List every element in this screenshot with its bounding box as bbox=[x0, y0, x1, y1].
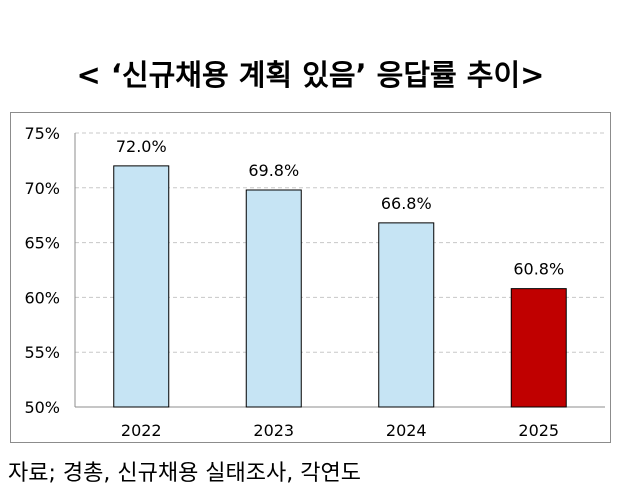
y-tick-label: 55% bbox=[24, 343, 60, 362]
x-tick-label: 2022 bbox=[121, 421, 162, 440]
y-tick-label: 70% bbox=[24, 179, 60, 198]
data-label: 69.8% bbox=[248, 161, 299, 180]
data-label: 60.8% bbox=[513, 260, 564, 279]
bar-chart: 50% 55% 60% 65% 70% 75% 72.0% 2022 69.8% 2023 66.8… bbox=[24, 124, 605, 440]
chart-title: < ‘신규채용 계획 있음’ 응답률 추이> bbox=[76, 58, 545, 92]
y-tick-label: 50% bbox=[24, 398, 60, 417]
bar-2022 bbox=[113, 165, 170, 408]
x-tick-label: 2023 bbox=[253, 421, 294, 440]
y-tick-label: 75% bbox=[24, 124, 60, 143]
chart-frame bbox=[10, 112, 611, 443]
source-note: 자료; 경총, 신규채용 실태조사, 각연도 bbox=[8, 461, 361, 486]
x-tick-label: 2024 bbox=[386, 421, 427, 440]
x-tick-label: 2025 bbox=[518, 421, 559, 440]
data-label: 66.8% bbox=[381, 194, 432, 213]
y-tick-label: 60% bbox=[24, 288, 60, 307]
data-label: 72.0% bbox=[116, 137, 167, 156]
bar-2023 bbox=[245, 189, 302, 408]
bar-2025 bbox=[510, 288, 567, 408]
bar-2024 bbox=[378, 222, 435, 408]
y-tick-label: 65% bbox=[24, 234, 60, 253]
